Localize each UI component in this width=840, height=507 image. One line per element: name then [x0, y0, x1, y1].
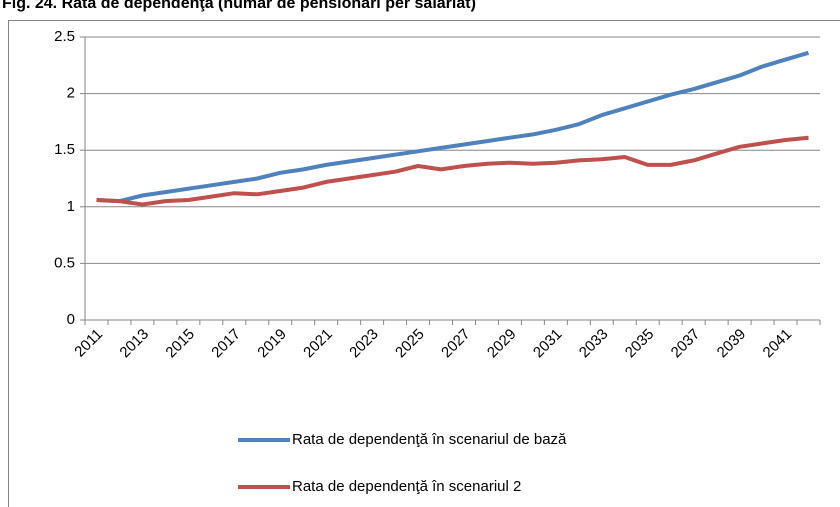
x-tick-label: 2033: [576, 326, 612, 362]
x-tick-label: 2041: [760, 326, 796, 362]
x-tick-label: 2035: [622, 326, 658, 362]
x-tick-label: 2025: [392, 326, 428, 362]
legend-label: Rata de dependenţă în scenariul de bază: [292, 431, 567, 448]
x-tick-label: 2037: [668, 326, 704, 362]
chart-frame: [8, 20, 840, 507]
x-tick-label: 2029: [484, 326, 520, 362]
chart-title: Fig. 24. Rata de dependenţa (număr de pe…: [2, 0, 476, 12]
x-tick-label: 2027: [438, 326, 474, 362]
x-tick-label: 2013: [116, 326, 152, 362]
x-tick-label: 2031: [530, 326, 566, 362]
y-tick-label: 0: [67, 311, 75, 328]
legend-label: Rata de dependenţă în scenariul 2: [292, 478, 521, 495]
x-tick-label: 2011: [71, 326, 106, 361]
y-tick-label: 2.5: [54, 28, 75, 45]
series-line: [96, 50, 810, 204]
y-tick-label: 2: [67, 85, 75, 102]
y-tick-label: 1: [67, 198, 75, 215]
x-tick-label: 2017: [208, 326, 244, 362]
y-tick-label: 0.5: [54, 254, 75, 271]
x-tick-label: 2023: [346, 326, 382, 362]
y-tick-label: 1.5: [54, 141, 75, 158]
x-tick-label: 2019: [254, 326, 290, 362]
x-tick-label: 2015: [162, 326, 198, 362]
x-tick-label: 2039: [714, 326, 750, 362]
series-line: [96, 135, 809, 207]
x-tick-label: 2021: [300, 326, 336, 362]
